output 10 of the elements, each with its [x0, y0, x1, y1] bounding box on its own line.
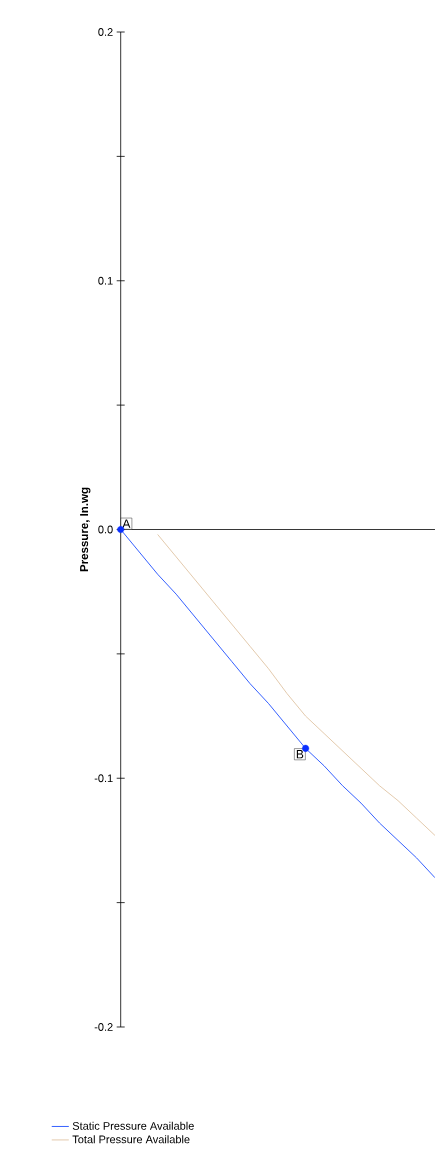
y-axis-title: Pressure, In.wg [80, 487, 91, 572]
y-tick-label: 0.2 [98, 28, 113, 36]
legend-label: Total Pressure Available [72, 1135, 190, 1144]
annotation: A [122, 519, 131, 528]
y-tick-label: -0.2 [94, 1023, 113, 1031]
y-tick-label: 0.1 [98, 276, 113, 285]
legend-label: Static Pressure Available [72, 1121, 194, 1130]
y-tick-label: -0.1 [94, 774, 113, 783]
y-tick-label: 0.0 [98, 525, 113, 534]
annotation: B [296, 750, 304, 759]
